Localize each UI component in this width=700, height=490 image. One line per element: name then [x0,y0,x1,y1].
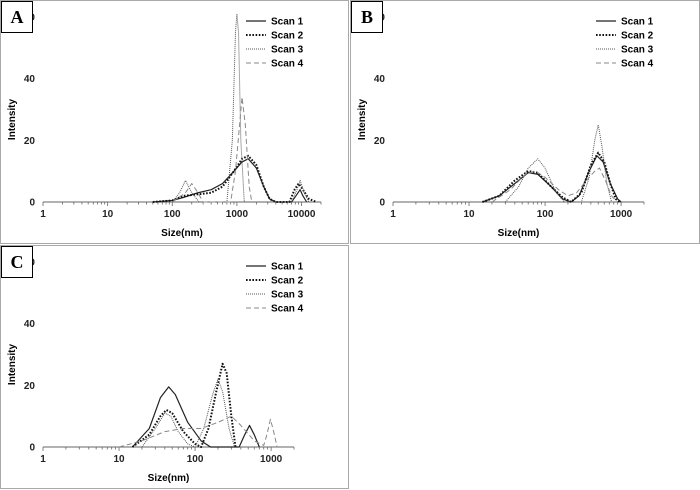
legend-label: Scan 3 [271,45,304,56]
x-tick-label: 100 [187,454,204,465]
size-distribution-chart-a: 1101001000100000204060Size(nm)IntensityS… [7,13,322,239]
y-tick-label: 40 [24,319,36,330]
x-tick-label: 1 [390,209,396,220]
y-tick-label: 40 [374,74,386,85]
x-axis-title: Size(nm) [498,228,540,239]
x-tick-label: 1 [40,454,46,465]
series-line-scan-2 [482,151,621,203]
legend-label: Scan 2 [271,31,304,42]
panel-a: A 1101001000100000204060Size(nm)Intensit… [0,0,349,244]
x-tick-label: 10000 [288,209,316,220]
series-line-scan-1 [131,386,260,448]
y-tick-label: 20 [24,381,36,392]
legend-label: Scan 3 [271,290,304,301]
y-tick-label: 20 [374,136,386,147]
legend-label: Scan 1 [271,262,304,273]
x-tick-label: 10 [463,209,475,220]
series-line-scan-3 [141,378,235,448]
legend-label: Scan 2 [621,31,654,42]
series-line-scan-3 [171,13,310,203]
panel-label: A [1,1,33,33]
series-line-scan-1 [482,155,622,203]
panel-label: B [351,1,383,33]
legend-label: Scan 4 [271,304,304,315]
panel-c: C 11010010000204060Size(nm)IntensityScan… [0,245,349,489]
y-tick-label: 0 [29,443,35,454]
y-axis-title: Intensity [7,99,18,141]
panel-b: B 11010010000204060Size(nm)IntensityScan… [350,0,700,244]
y-tick-label: 0 [379,198,385,209]
series-line-scan-4 [491,167,618,203]
x-tick-label: 1000 [610,209,633,220]
legend-label: Scan 1 [271,17,304,28]
legend-label: Scan 4 [621,59,654,70]
y-tick-label: 20 [24,136,36,147]
x-tick-label: 1 [40,209,46,220]
legend-label: Scan 2 [271,276,304,287]
series-line-scan-2 [131,362,237,448]
x-tick-label: 1000 [260,454,283,465]
legend-label: Scan 3 [621,45,654,56]
x-axis-title: Size(nm) [161,228,203,239]
series-line-scan-3 [504,124,613,203]
series-line-scan-4 [118,415,278,448]
y-axis-title: Intensity [357,99,368,141]
x-tick-label: 10 [102,209,114,220]
y-tick-label: 40 [24,74,36,85]
legend-label: Scan 4 [271,59,304,70]
x-tick-label: 1000 [226,209,249,220]
y-tick-label: 0 [29,198,35,209]
panel-label: C [1,246,33,278]
x-tick-label: 100 [537,209,554,220]
x-tick-label: 100 [164,209,181,220]
series-line-scan-2 [152,154,317,203]
x-axis-title: Size(nm) [148,473,190,484]
legend-label: Scan 1 [621,17,654,28]
x-tick-label: 10 [113,454,125,465]
series-line-scan-1 [152,158,308,203]
y-axis-title: Intensity [7,344,18,386]
series-line-scan-4 [171,96,253,203]
